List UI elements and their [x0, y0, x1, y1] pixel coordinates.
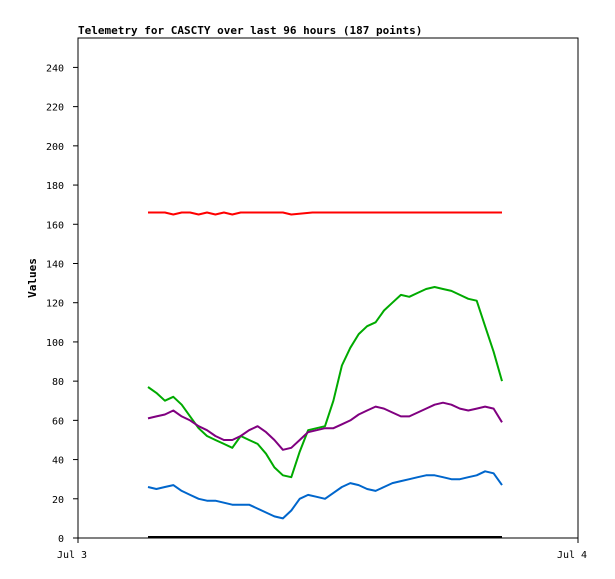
series-line-2	[147, 286, 503, 479]
x-tick-label: Jul 4	[557, 550, 587, 561]
y-tick-label: 0	[58, 534, 64, 545]
y-tick-label: 140	[46, 259, 64, 270]
y-tick-label: 40	[52, 456, 64, 467]
y-tick-label: 120	[46, 299, 64, 310]
series-line-1	[148, 211, 502, 216]
series-line-4	[147, 470, 503, 520]
y-tick-label: 180	[46, 181, 64, 192]
y-tick-label: 200	[46, 142, 64, 153]
y-tick-label: 220	[46, 103, 64, 114]
series-layer	[147, 211, 503, 538]
y-tick-label: 80	[52, 377, 64, 388]
x-axis-ticks: Jul 3 Jul 4	[57, 538, 587, 561]
y-tick-label: 160	[46, 220, 64, 231]
x-tick-label: Jul 3	[57, 550, 87, 561]
y-axis-ticks: 0 20 40 60 80 100 120 140 160 180 200 220 240	[46, 63, 78, 545]
y-tick-label: 20	[52, 495, 64, 506]
chart-title: Telemetry for CASCTY over last 96 hours …	[78, 24, 422, 37]
y-axis-label: Values	[26, 258, 39, 298]
series-line-3	[147, 401, 503, 451]
y-tick-label: 100	[46, 338, 64, 349]
y-tick-label: 240	[46, 63, 64, 74]
y-tick-label: 60	[52, 416, 64, 427]
